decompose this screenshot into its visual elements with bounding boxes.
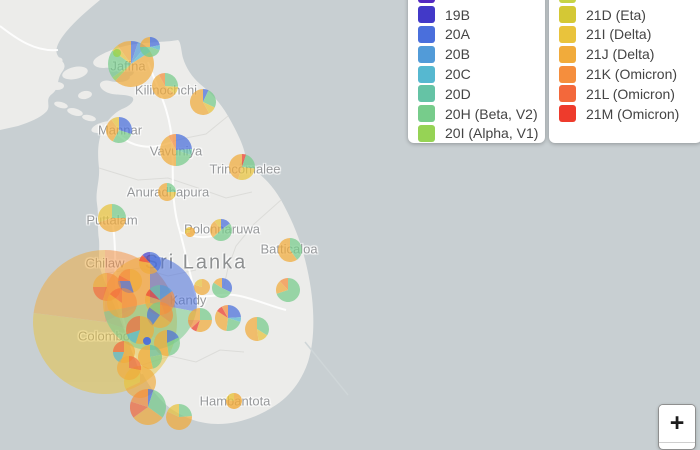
clade-label: 20H (Beta, V2) [445, 105, 538, 122]
clade-label: 21D (Eta) [586, 6, 646, 23]
city-label-polonnaruwa: Polonnaruwa [184, 221, 260, 237]
clade-color-swatch [559, 6, 576, 24]
city-label-anuradhapura: Anuradhapura [126, 184, 210, 200]
legend-card-clades-left: 19B 20A 20B 20C 20D 20H (Beta, V2) 20I (Alpha,… [408, 0, 545, 143]
zoom-control-divider [659, 442, 695, 443]
legend-item-21i[interactable]: 21I (Delta) [549, 25, 700, 45]
country-label: Sri Lanka [144, 251, 248, 274]
clade-color-swatch [559, 105, 576, 123]
clade-label: 20I (Alpha, V1) [445, 125, 539, 142]
legend-item-20h[interactable]: 20H (Beta, V2) [408, 104, 545, 124]
legend-item-partial[interactable] [408, 0, 545, 5]
clade-color-swatch [418, 6, 435, 24]
city-label-colombo: Colombo [77, 328, 131, 344]
city-label-batticaloa: Batticaloa [260, 241, 318, 257]
legend-item-21k[interactable]: 21K (Omicron) [549, 64, 700, 84]
clade-color-swatch [559, 45, 576, 63]
legend-item-21d[interactable]: 21D (Eta) [549, 5, 700, 25]
legend-card-clades-right: 21D (Eta) 21I (Delta) 21J (Delta) 21K (Omic… [549, 0, 700, 143]
clade-color-swatch [418, 105, 435, 123]
clade-color-swatch [418, 65, 435, 83]
city-label-mannar: Mannar [97, 122, 143, 138]
city-label-trincomalee: Trincomalee [209, 161, 281, 177]
clade-label: 21M (Omicron) [586, 105, 680, 122]
legend-item-20b[interactable]: 20B [408, 44, 545, 64]
legend-item-21l[interactable]: 21L (Omicron) [549, 84, 700, 104]
clade-label: 20B [445, 46, 470, 63]
clade-color-swatch [418, 25, 435, 43]
clade-color-swatch [559, 85, 576, 103]
city-label-kilinochchi: Kilinochchi [134, 82, 198, 98]
legend-item-21m[interactable]: 21M (Omicron) [549, 104, 700, 124]
clade-label: 20C [445, 66, 471, 83]
city-label-vavuniya: Vavuniya [149, 143, 203, 159]
maritime-line [304, 341, 349, 396]
clade-color-swatch [559, 25, 576, 43]
city-label-jaffna: Jaffna [110, 58, 146, 74]
city-label-hambantota: Hambantota [199, 393, 271, 409]
legend-item-20i[interactable]: 20I (Alpha, V1) [408, 124, 545, 144]
clade-label: 19B [445, 6, 470, 23]
legend-item-20d[interactable]: 20D [408, 84, 545, 104]
clade-color-swatch [418, 0, 435, 4]
clade-color-swatch [559, 65, 576, 83]
clade-label: 21J (Delta) [586, 46, 655, 63]
legend-item-19b[interactable]: 19B [408, 5, 545, 25]
city-label-kandy: Kandy [169, 292, 207, 308]
clade-label: 20A [445, 26, 470, 43]
legend-item-20c[interactable]: 20C [408, 64, 545, 84]
clade-label: 21K (Omicron) [586, 66, 678, 83]
legend-item-21j[interactable]: 21J (Delta) [549, 44, 700, 64]
clade-color-swatch [559, 0, 576, 4]
clade-label: 20D [445, 85, 471, 102]
legend-item-20a[interactable]: 20A [408, 25, 545, 45]
clade-label: 21I (Delta) [586, 26, 652, 43]
clade-color-swatch [418, 45, 435, 63]
legend-item-partial[interactable] [549, 0, 700, 5]
clade-color-swatch [418, 124, 435, 142]
zoom-in-button[interactable]: + [659, 405, 695, 442]
map-zoom-control: + [658, 404, 696, 450]
city-label-puttalam: Puttalam [86, 212, 138, 228]
clade-label: 21L (Omicron) [586, 85, 675, 102]
clade-color-swatch [418, 85, 435, 103]
city-label-chilaw: Chilaw [85, 255, 125, 271]
